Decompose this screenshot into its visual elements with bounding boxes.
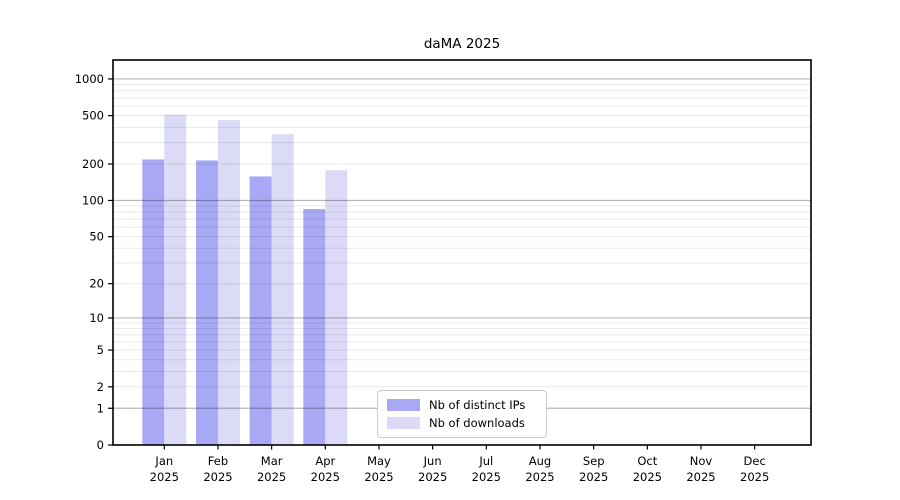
bar-distinct-ips xyxy=(195,160,218,445)
x-tick-label-month: Jun xyxy=(423,454,442,468)
x-tick-label-year: 2025 xyxy=(257,470,286,484)
y-tick-label: 200 xyxy=(82,157,104,171)
y-tick-label: 1000 xyxy=(75,72,104,86)
y-tick-label: 10 xyxy=(89,311,104,325)
y-tick-label: 2 xyxy=(97,380,104,394)
x-tick-label-year: 2025 xyxy=(686,470,715,484)
bar-distinct-ips xyxy=(303,208,326,445)
bar-downloads xyxy=(217,120,240,445)
legend-swatch-downloads xyxy=(387,417,420,429)
bar-distinct-ips xyxy=(249,176,272,445)
bar-downloads xyxy=(271,134,294,445)
legend-label: Nb of downloads xyxy=(429,416,525,430)
x-tick-label-month: Oct xyxy=(637,454,657,468)
bar-distinct-ips xyxy=(142,159,165,445)
x-tick-label-month: Sep xyxy=(583,454,605,468)
y-tick-label: 500 xyxy=(82,109,104,123)
x-tick-label-year: 2025 xyxy=(633,470,662,484)
y-tick-label: 20 xyxy=(89,277,104,291)
y-tick-label: 50 xyxy=(89,230,104,244)
x-tick-label-month: Nov xyxy=(690,454,713,468)
legend-label: Nb of distinct IPs xyxy=(429,398,526,412)
bar-downloads xyxy=(164,114,187,446)
x-tick-label-month: Jul xyxy=(478,454,493,468)
legend: Nb of distinct IPs Nb of downloads xyxy=(377,390,547,438)
legend-item-distinct-ips: Nb of distinct IPs xyxy=(387,397,537,413)
x-tick-label-month: May xyxy=(367,454,391,468)
y-tick-label: 0 xyxy=(97,438,104,452)
x-tick-label-year: 2025 xyxy=(364,470,393,484)
x-tick-label-year: 2025 xyxy=(311,470,340,484)
y-tick-label: 5 xyxy=(97,343,104,357)
legend-item-downloads: Nb of downloads xyxy=(387,415,537,431)
x-tick-label-year: 2025 xyxy=(472,470,501,484)
x-tick-label-year: 2025 xyxy=(740,470,769,484)
x-tick-label-month: Dec xyxy=(744,454,766,468)
x-tick-label-year: 2025 xyxy=(418,470,447,484)
y-tick-label: 100 xyxy=(82,193,104,207)
x-tick-label-month: Jan xyxy=(154,454,173,468)
x-tick-label-year: 2025 xyxy=(203,470,232,484)
legend-swatch-distinct-ips xyxy=(387,399,420,411)
bar-downloads xyxy=(325,170,348,446)
x-tick-label-month: Apr xyxy=(315,454,335,468)
x-tick-label-year: 2025 xyxy=(150,470,179,484)
x-tick-label-year: 2025 xyxy=(579,470,608,484)
x-tick-label-month: Mar xyxy=(261,454,283,468)
x-tick-label-month: Aug xyxy=(529,454,551,468)
y-tick-label: 1 xyxy=(97,401,104,415)
x-tick-label-year: 2025 xyxy=(525,470,554,484)
x-tick-label-month: Feb xyxy=(208,454,228,468)
axis-frame xyxy=(112,59,812,446)
chart-title: daMA 2025 xyxy=(423,36,501,52)
